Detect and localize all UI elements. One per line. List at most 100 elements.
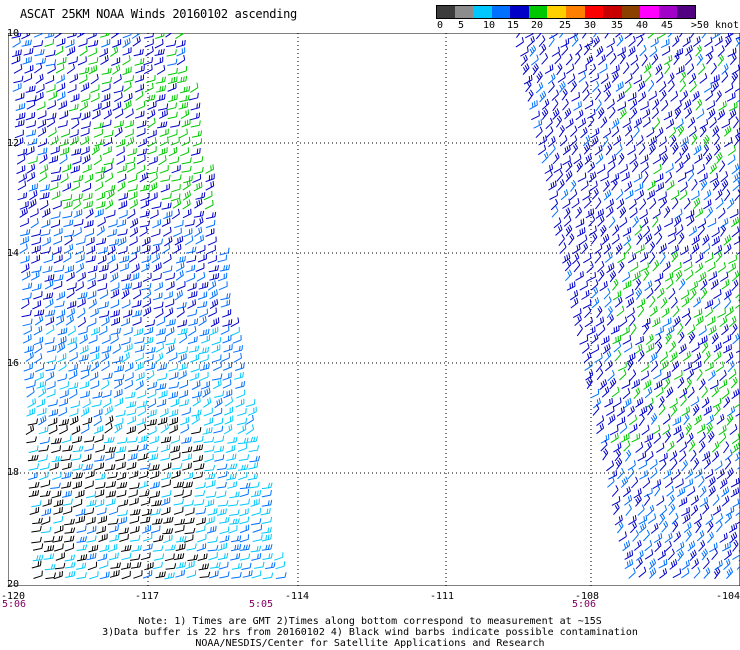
wind-barb xyxy=(86,552,97,561)
wind-barb xyxy=(579,280,588,291)
wind-barb xyxy=(679,450,687,462)
wind-barb xyxy=(651,424,661,436)
wind-barb xyxy=(205,479,216,488)
wind-barb xyxy=(621,379,631,389)
wind-barb xyxy=(135,380,144,391)
wind-barb xyxy=(689,80,697,93)
wind-barb xyxy=(656,287,665,299)
wind-barb xyxy=(146,74,156,84)
wind-barb xyxy=(195,192,206,200)
wind-barb xyxy=(171,174,182,182)
wind-barb xyxy=(552,108,560,120)
wind-barb xyxy=(222,334,232,344)
wind-barb xyxy=(665,278,674,290)
wind-barb xyxy=(654,484,661,497)
wind-barb xyxy=(82,164,92,173)
wind-barb xyxy=(581,342,590,354)
wind-barb xyxy=(595,99,602,112)
colorbar-tick-label: 25 xyxy=(558,20,572,31)
wind-barb xyxy=(563,207,571,220)
wind-barb xyxy=(600,439,608,452)
wind-barb xyxy=(195,482,206,490)
wind-barb xyxy=(187,282,197,292)
wind-barb xyxy=(617,521,624,534)
wind-barb xyxy=(195,507,207,515)
wind-barb xyxy=(228,499,239,507)
wind-barb xyxy=(696,368,703,381)
wind-barb xyxy=(208,265,219,273)
wind-barb xyxy=(604,33,610,39)
wind-barb xyxy=(685,45,693,56)
wind-barb xyxy=(714,559,723,571)
wind-barb xyxy=(48,91,58,101)
wind-barb xyxy=(715,189,723,201)
wind-barb xyxy=(117,516,127,525)
wind-barb xyxy=(76,544,88,551)
wind-barb xyxy=(596,164,606,175)
wind-barb xyxy=(653,432,661,444)
wind-barb xyxy=(250,545,262,553)
wind-barb xyxy=(678,33,683,38)
wind-barb xyxy=(113,378,123,389)
wind-barb xyxy=(90,73,99,85)
wind-barb xyxy=(34,372,44,382)
wind-barb xyxy=(88,47,97,57)
wind-barb xyxy=(37,138,47,148)
wind-barb xyxy=(72,193,83,202)
wind-barb xyxy=(159,408,169,418)
wind-barb xyxy=(616,34,624,47)
wind-barb xyxy=(84,443,95,452)
wind-barb xyxy=(11,33,22,39)
wind-barb xyxy=(190,112,201,121)
wind-barb xyxy=(643,487,653,498)
wind-barb xyxy=(700,279,708,291)
wind-barb xyxy=(618,152,625,165)
wind-barb xyxy=(631,433,641,443)
wind-barb xyxy=(136,128,146,137)
wind-barb xyxy=(64,543,74,552)
wind-barb xyxy=(122,309,133,318)
wind-barb xyxy=(37,454,48,463)
wind-barb xyxy=(51,490,62,499)
wind-barb xyxy=(50,146,60,155)
wind-barb xyxy=(688,440,696,452)
wind-barb xyxy=(151,201,162,210)
wind-barb xyxy=(221,352,230,362)
colorbar-tick-label: 15 xyxy=(506,20,520,31)
wind-barb xyxy=(114,108,124,119)
wind-barb xyxy=(578,71,587,83)
wind-barb xyxy=(165,281,175,291)
wind-barb xyxy=(597,54,606,66)
wind-barb xyxy=(133,48,144,57)
wind-barb xyxy=(629,521,637,534)
wind-barb xyxy=(222,372,232,381)
wind-barb xyxy=(713,244,723,256)
wind-barb xyxy=(610,432,619,444)
wind-barb xyxy=(129,217,139,229)
wind-barb xyxy=(21,263,30,274)
wind-barb xyxy=(104,464,116,471)
wind-barb xyxy=(149,464,160,471)
wind-barb xyxy=(679,181,688,193)
wind-barb xyxy=(717,262,726,273)
wind-barb xyxy=(645,333,654,345)
wind-barb xyxy=(584,316,593,328)
wind-barb xyxy=(73,218,84,227)
wind-barb xyxy=(72,199,81,210)
wind-barb xyxy=(116,146,125,157)
wind-barb xyxy=(563,215,572,227)
wind-barb xyxy=(97,273,107,282)
wind-barb xyxy=(583,43,591,56)
wind-barb xyxy=(185,560,195,570)
wind-barb xyxy=(595,197,602,210)
wind-barb xyxy=(59,154,68,165)
wind-barb xyxy=(144,319,155,328)
wind-barb xyxy=(713,350,722,362)
wind-barb xyxy=(591,297,600,309)
wind-barb xyxy=(45,316,55,326)
wind-barb xyxy=(574,52,581,65)
wind-barb xyxy=(611,485,619,497)
wind-barb xyxy=(42,265,53,274)
wind-barb xyxy=(685,209,695,219)
wind-barb xyxy=(147,129,157,139)
